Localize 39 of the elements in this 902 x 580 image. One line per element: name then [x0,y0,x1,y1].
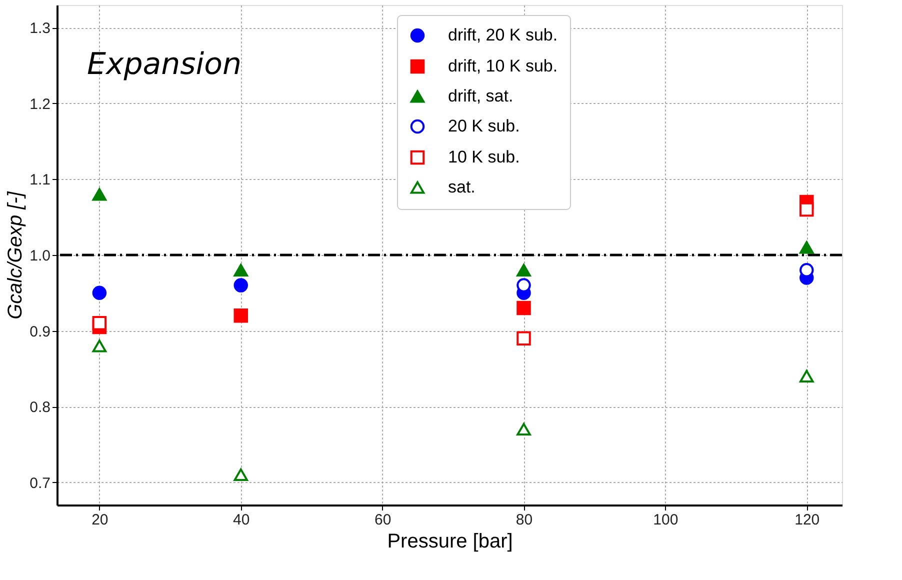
point [800,241,814,254]
point [516,331,531,346]
point [516,422,531,436]
x-axis-title: Pressure [bar] [387,530,513,552]
point [516,278,531,292]
point [800,202,814,217]
point [234,264,248,276]
y-tick-label: 1.3 [30,20,50,38]
point [92,188,107,201]
point [800,370,814,383]
point [92,316,107,330]
point [800,263,814,278]
legend-label: sat. [448,178,476,196]
y-tick-label: 1.1 [30,172,50,189]
point [234,278,248,292]
y-axis-title: Gcalc/Gexp [-] [4,191,27,320]
legend-label: 20 K sub. [448,116,520,136]
annotation: Expansion [87,47,242,82]
y-tick-label: 0.8 [30,399,50,416]
point [92,340,107,352]
x-tick-label: 40 [233,512,250,528]
legend-label: 10 K sub. [448,148,520,166]
y-tick-label: 1.0 [30,248,50,264]
x-tick-label: 60 [374,512,392,528]
x-tick-label: 120 [794,512,820,528]
x-tick-label: 100 [653,512,678,528]
legend-label: drift, sat. [448,86,514,106]
legend-label: drift, 20 K sub. [448,26,558,44]
point [92,286,107,300]
y-tick-label: 0.7 [30,474,50,492]
point [516,300,531,316]
point [234,308,248,323]
y-tick-label: 1.2 [30,96,50,113]
legend-label: drift, 10 K sub. [448,56,558,76]
x-tick-label: 20 [92,512,108,528]
point [516,264,531,276]
point [234,468,248,481]
y-tick-label: 0.9 [30,323,50,340]
x-tick-label: 80 [516,512,533,528]
